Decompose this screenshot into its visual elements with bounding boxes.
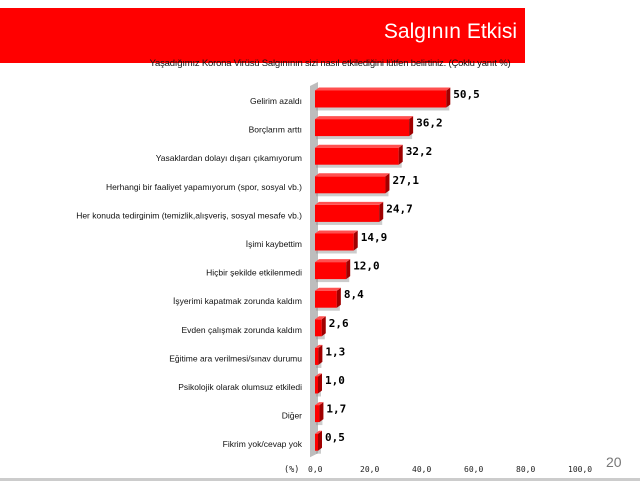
- bar: [315, 433, 318, 451]
- category-label: Gelirim azaldı: [250, 96, 302, 106]
- data-label: 1,7: [326, 403, 346, 416]
- data-label: 36,2: [416, 117, 443, 130]
- data-label: 14,9: [361, 231, 388, 244]
- category-label: İşimi kaybettim: [246, 239, 302, 249]
- footer-divider: [0, 478, 640, 481]
- bar: [315, 233, 354, 251]
- bar: [315, 262, 347, 280]
- header-bar: Salgının Etkisi: [0, 8, 525, 63]
- category-label: İşyerimi kapatmak zorunda kaldım: [173, 296, 302, 306]
- bar: [315, 204, 380, 222]
- x-axis-label: (%): [284, 465, 299, 475]
- x-tick-label: 40,0: [412, 465, 431, 474]
- category-label: Her konuda tedirginim (temizlik,alışveri…: [76, 210, 302, 220]
- bar: [315, 176, 386, 194]
- bar-side: [346, 259, 351, 280]
- bar-side: [409, 116, 414, 137]
- x-tick-label: 20,0: [360, 465, 379, 474]
- bar-top: [315, 402, 324, 406]
- x-tick-label: 0,0: [308, 465, 323, 474]
- bar: [315, 290, 337, 308]
- x-tick-label: 60,0: [464, 465, 483, 474]
- bar-top: [315, 316, 326, 320]
- bar-top: [315, 87, 451, 91]
- bar-top: [315, 259, 351, 263]
- bar: [315, 90, 447, 108]
- category-label: Diğer: [282, 411, 302, 421]
- bar: [315, 405, 320, 423]
- chart-subtitle: Yaşadığımız Korona Virüsü Salgınının siz…: [149, 58, 511, 69]
- bar-top: [315, 144, 403, 148]
- bar: [315, 119, 410, 137]
- category-label: Yasaklardan dolayı dışarı çıkamıyorum: [156, 153, 302, 163]
- bar-side: [319, 402, 324, 423]
- bar-top: [315, 116, 414, 120]
- bar-side: [353, 230, 358, 251]
- bar-top: [315, 373, 322, 377]
- bar: [315, 319, 322, 337]
- slide-title: Salgının Etkisi: [383, 20, 517, 43]
- category-label: Herhangi bir faaliyet yapamıyorum (spor,…: [106, 182, 302, 192]
- category-label: Fikrim yok/cevap yok: [223, 439, 303, 449]
- data-label: 24,7: [386, 202, 413, 215]
- x-tick-label: 100,0: [568, 465, 592, 474]
- bar-side: [318, 373, 322, 394]
- bar-top: [315, 201, 384, 205]
- data-label: 12,0: [353, 260, 380, 273]
- bar-top: [315, 344, 323, 348]
- bar-side: [336, 287, 341, 308]
- bar: [315, 376, 318, 394]
- bar: [315, 347, 319, 365]
- bar-side: [385, 173, 390, 194]
- bar-side: [321, 316, 326, 337]
- data-label: 2,6: [329, 317, 349, 330]
- data-label: 1,3: [325, 345, 345, 358]
- category-label: Borçlarım arttı: [249, 125, 302, 135]
- category-label: Evden çalışmak zorunda kaldım: [182, 325, 302, 335]
- category-label: Psikolojik olarak olumsuz etkiledi: [178, 382, 302, 392]
- bar-top: [315, 430, 322, 434]
- bar: [315, 147, 399, 165]
- page-number: 20: [606, 454, 622, 470]
- data-label: 27,1: [392, 174, 419, 187]
- bar-top: [315, 287, 341, 291]
- bar-top: [315, 230, 358, 234]
- category-label: Eğitime ara verilmesi/sınav durumu: [169, 353, 302, 363]
- bar-side: [379, 201, 384, 222]
- x-tick-label: 80,0: [516, 465, 535, 474]
- category-label: Hiçbir şekilde etkilenmedi: [206, 268, 302, 278]
- bar-side: [318, 430, 322, 451]
- bar-top: [315, 173, 390, 177]
- bar-side: [318, 344, 323, 365]
- data-label: 32,2: [406, 145, 433, 158]
- data-label: 8,4: [344, 288, 364, 301]
- bar-side: [446, 87, 451, 108]
- bar-side: [398, 144, 403, 165]
- data-label: 1,0: [325, 374, 345, 387]
- data-label: 0,5: [325, 431, 345, 444]
- data-label: 50,5: [453, 88, 480, 101]
